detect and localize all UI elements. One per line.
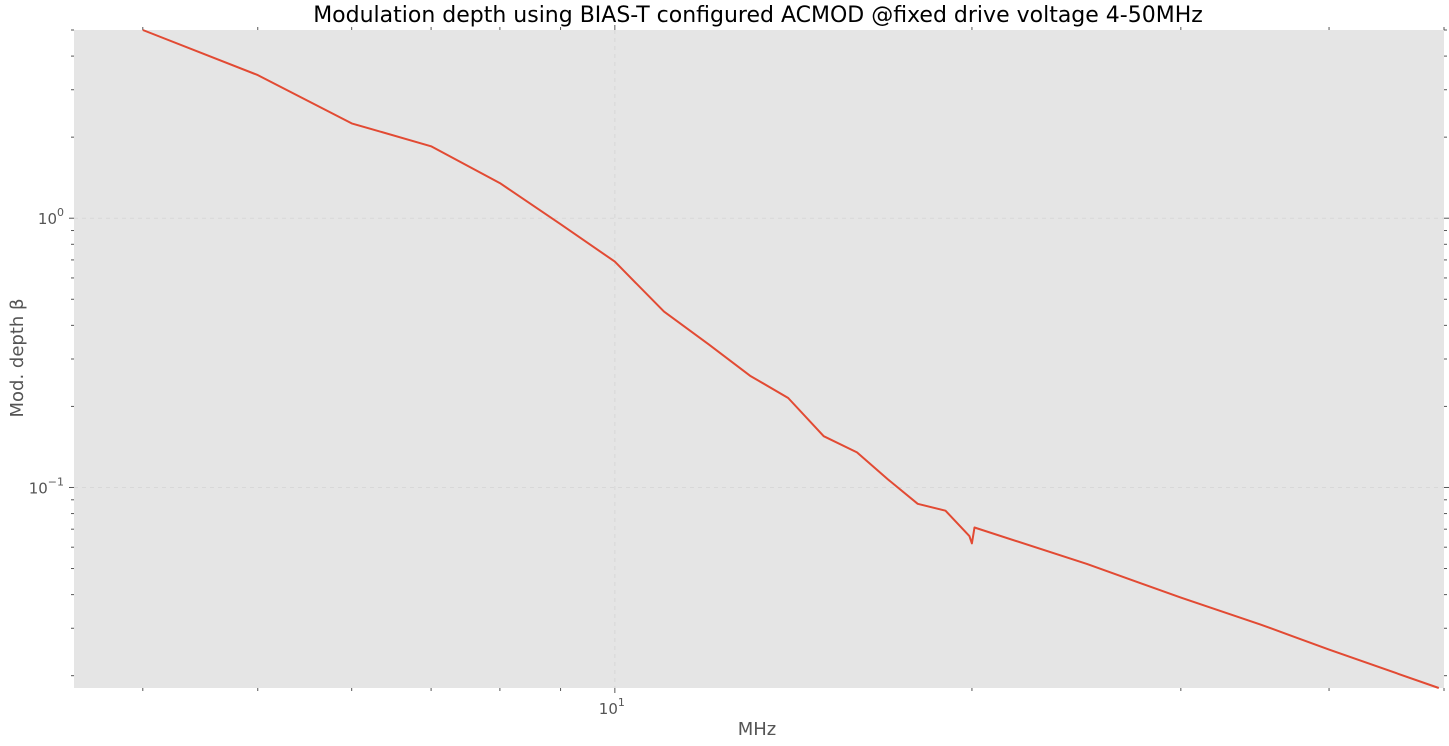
x-axis-label: MHz [738, 719, 777, 740]
y-tick-label: 100 [38, 206, 64, 228]
grid-lines [74, 30, 1444, 688]
plot-area [74, 30, 1444, 688]
y-tick-exponent: 0 [57, 206, 64, 219]
x-tick-exponent: 1 [618, 696, 625, 709]
series-layer [142, 29, 1440, 689]
y-tick-exponent: −1 [48, 475, 64, 488]
axis-ticks [69, 25, 1449, 693]
y-axis-label: Mod. depth β [7, 298, 28, 417]
y-tick-label: 10−1 [29, 475, 64, 497]
chart-title: Modulation depth using BIAS-T configured… [313, 3, 1203, 28]
series-line [142, 29, 1440, 689]
x-tick-label: 101 [599, 696, 625, 718]
